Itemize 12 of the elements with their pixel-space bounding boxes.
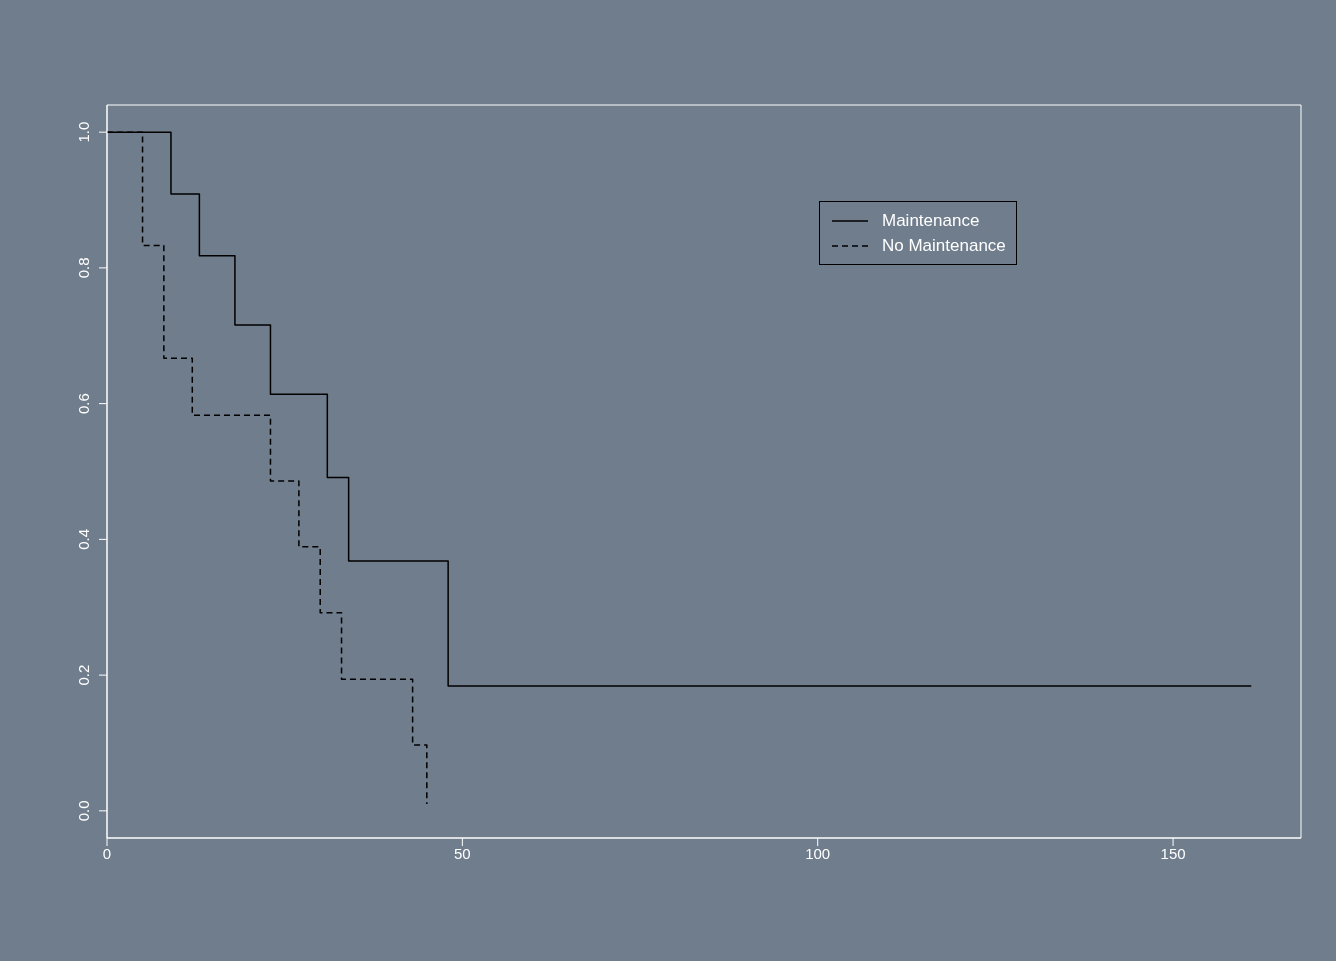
legend-label: No Maintenance <box>882 235 1006 256</box>
y-tick-label: 1.0 <box>75 121 92 143</box>
x-tick-label: 100 <box>805 844 831 862</box>
y-tick-label: 0.0 <box>75 800 92 822</box>
x-tick-label: 0 <box>102 844 112 862</box>
x-tick-label: 150 <box>1160 844 1186 862</box>
x-tick-label: 50 <box>454 844 471 862</box>
y-tick-label: 0.4 <box>75 528 92 550</box>
legend-label: Maintenance <box>882 210 980 231</box>
y-tick-label: 0.6 <box>75 393 92 415</box>
y-tick-label: 0.8 <box>75 257 92 279</box>
y-tick-label: 0.2 <box>75 664 92 686</box>
